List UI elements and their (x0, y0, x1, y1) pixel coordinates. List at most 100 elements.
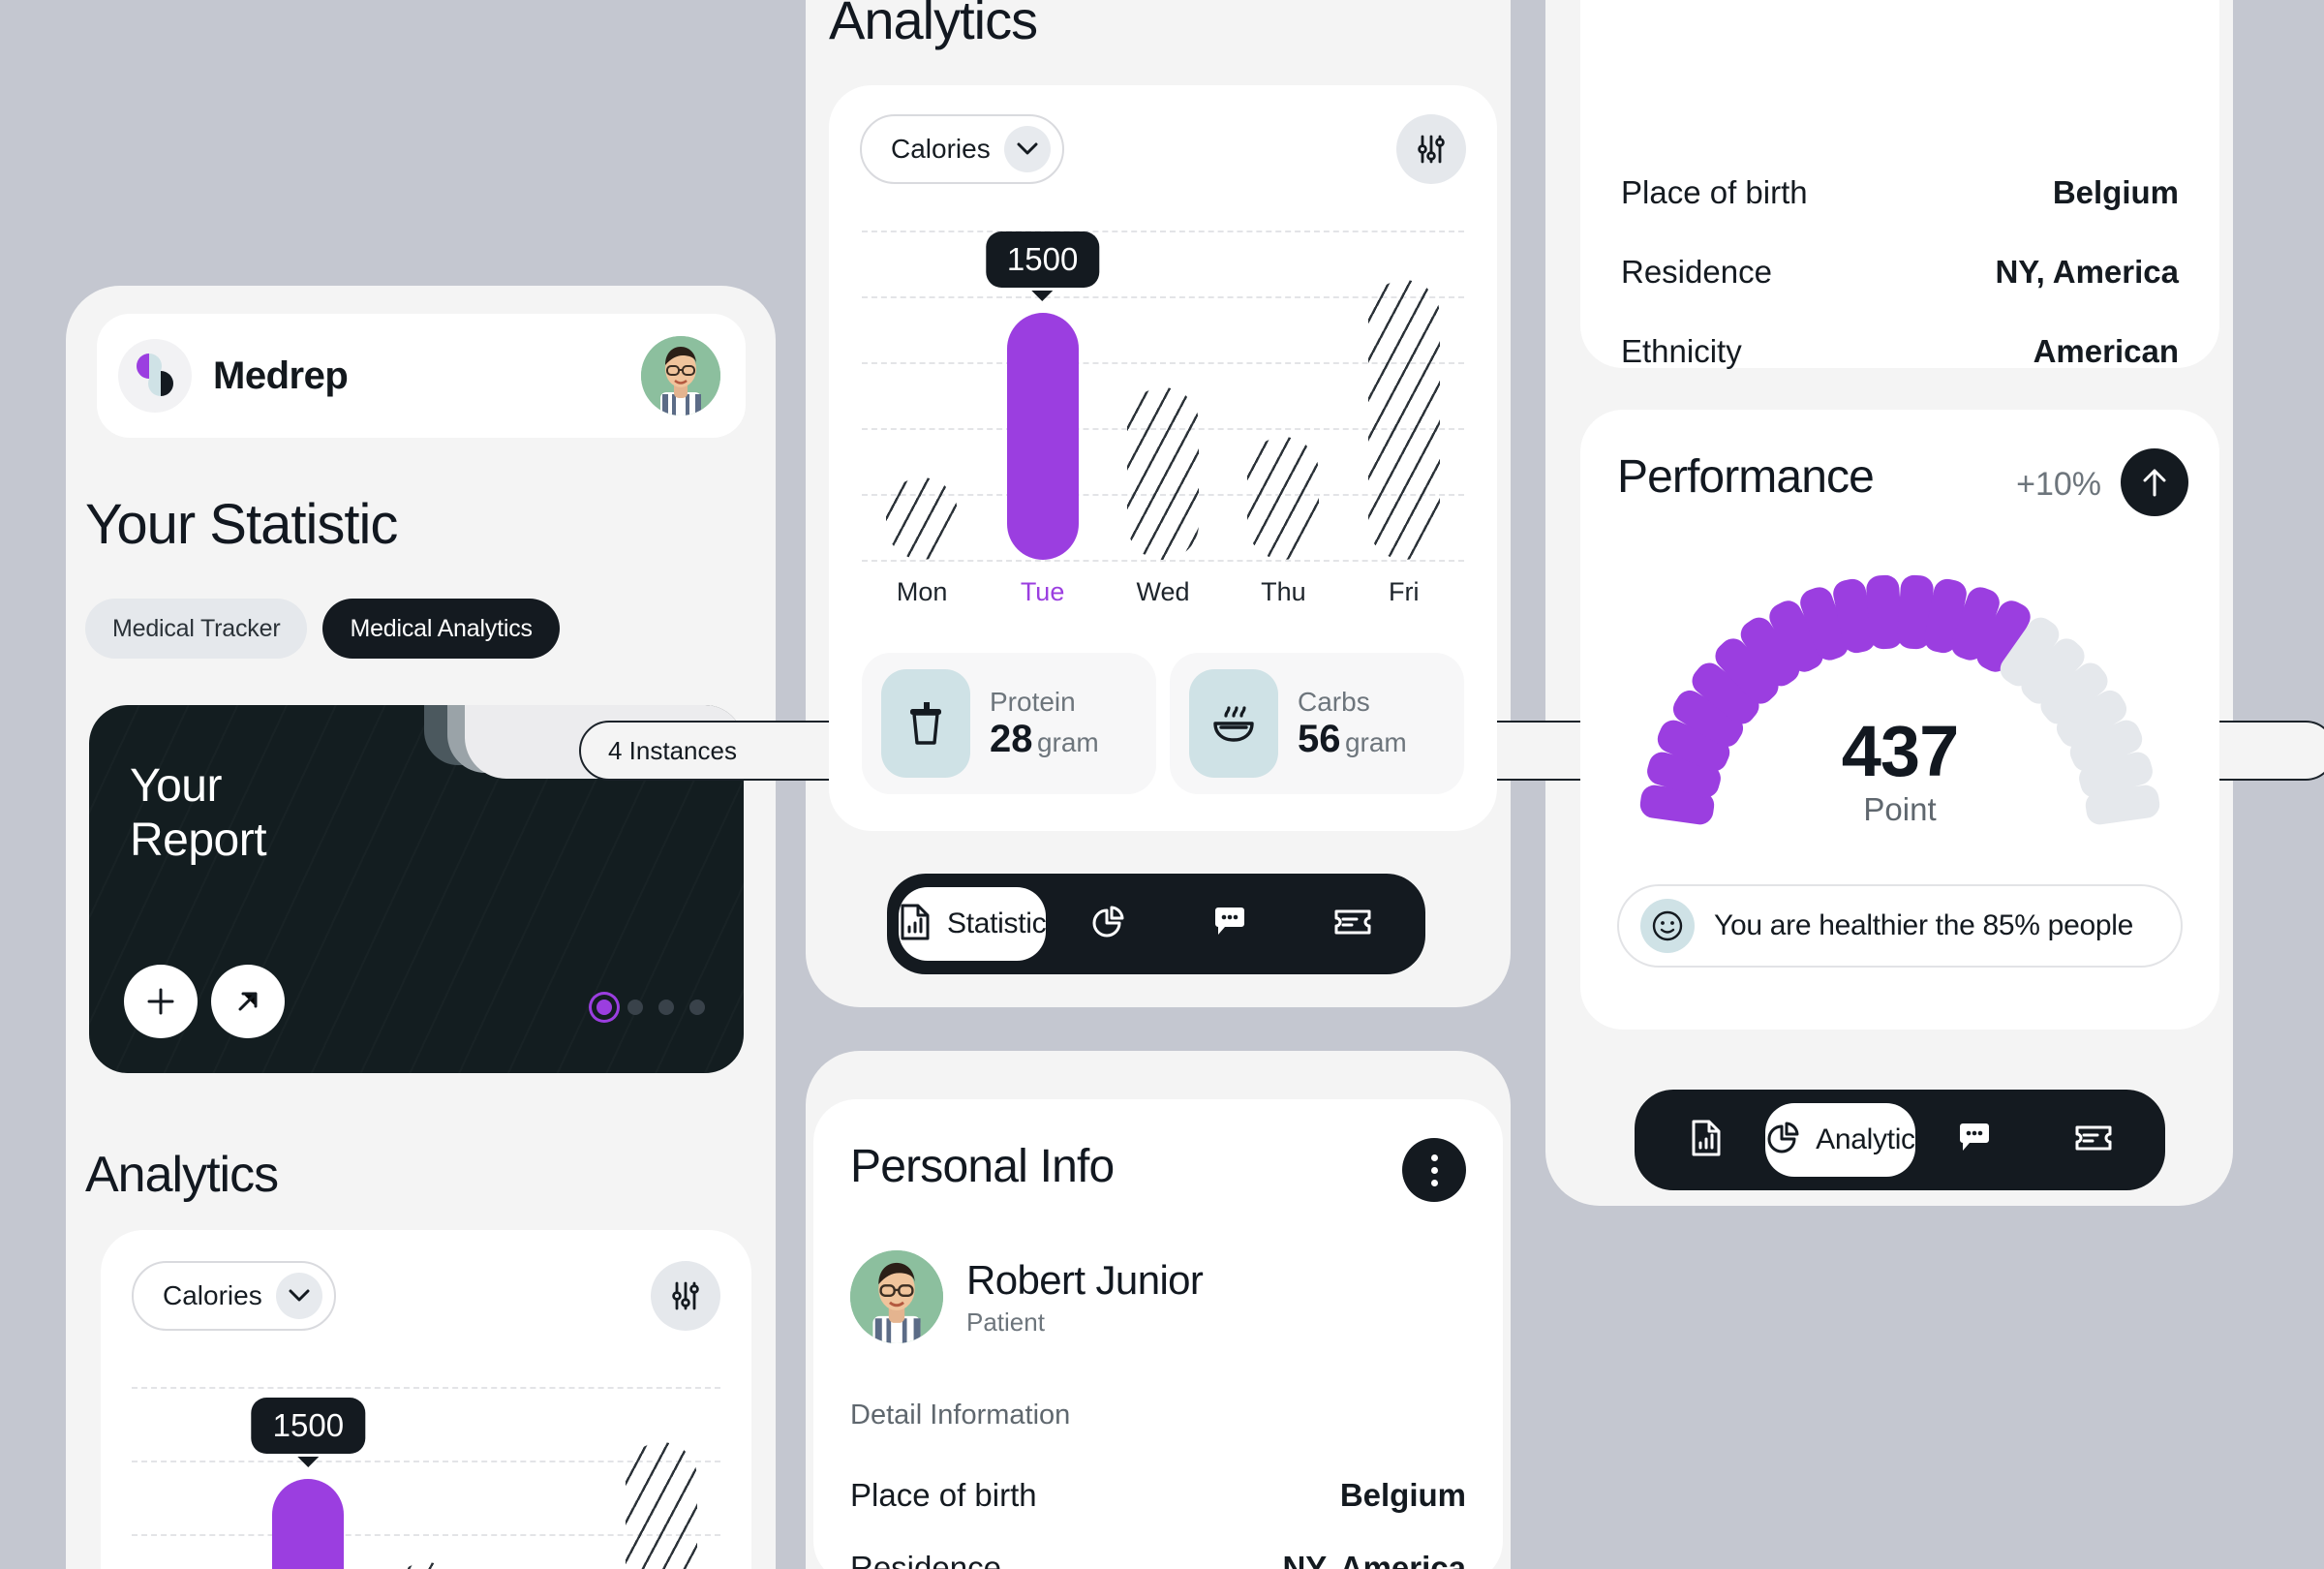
more-vertical-icon[interactable] (1402, 1138, 1466, 1202)
sliders-icon[interactable] (651, 1261, 720, 1331)
chart-bar-fri[interactable] (1367, 280, 1440, 560)
macro-name-protein: Protein (990, 686, 1076, 717)
detail-key: Residence (850, 1550, 1001, 1569)
metric-select-value-left: Calories (163, 1280, 262, 1310)
chart-bar-fri[interactable] (626, 1442, 698, 1569)
pagination-dot-4[interactable] (689, 1000, 705, 1015)
app-header: Medrep (97, 314, 746, 438)
add-report-button[interactable] (124, 965, 198, 1038)
avatar[interactable] (641, 336, 720, 415)
detail-value: American (2033, 333, 2179, 369)
pagination-dot-3[interactable] (658, 1000, 674, 1015)
chart-x-label-wed: Wed (1136, 577, 1190, 606)
chart-gridline (862, 560, 1464, 562)
chevron-down-icon (1003, 126, 1051, 172)
patient-identity: Robert Junior Patient (850, 1250, 1204, 1343)
detail-key: Ethnicity (1621, 333, 1742, 369)
analytics-chart-card-middle: Calories 1500 Mon Tue Wed Thu Fri (829, 85, 1497, 831)
chart-x-label-mon: Mon (896, 577, 948, 606)
drink-cup-icon (881, 669, 970, 778)
chat-bubble-icon (1211, 906, 1248, 943)
pagination-dot-2[interactable] (627, 1000, 643, 1015)
tab-medical-analytics[interactable]: Medical Analytics (322, 599, 560, 659)
macro-card-protein[interactable]: Protein 28 gram (862, 653, 1156, 794)
nav-statistic[interactable]: Statistic (899, 887, 1047, 961)
analytics-title-middle: Analytics (829, 0, 1038, 50)
chart-gridline (862, 231, 1464, 232)
chart-bar-thu[interactable] (1247, 436, 1320, 560)
medrep-logo-icon (118, 339, 192, 413)
document-chart-icon (1690, 1120, 1723, 1161)
detail-information-label: Detail Information (850, 1400, 1071, 1431)
detail-key: Place of birth (1621, 174, 1808, 210)
ticket-icon (2074, 1123, 2113, 1157)
chart-bar-tue[interactable] (272, 1479, 345, 1569)
report-actions (124, 965, 285, 1038)
chart-x-label-thu: Thu (1261, 577, 1306, 606)
analytics-chart-card-left: Calories 1500 (101, 1230, 751, 1569)
report-title-line1: Your (130, 760, 222, 812)
patient-name: Robert Junior (966, 1256, 1204, 1303)
sliders-icon[interactable] (1396, 114, 1466, 184)
avatar[interactable] (850, 1250, 943, 1343)
nav-statistic[interactable] (1646, 1103, 1765, 1177)
nav-analytic-label: Analytic (1816, 1123, 1915, 1155)
statistic-tabs: Medical Tracker Medical Analytics (85, 599, 560, 659)
chat-bubble-icon (1956, 1122, 1993, 1159)
nav-chat[interactable] (1915, 1103, 2034, 1177)
brand-name: Medrep (213, 354, 349, 397)
patient-details-card: Place of birth Belgium Residence NY, Ame… (1580, 0, 2219, 477)
chart-gridline (132, 1534, 720, 1536)
nav-statistic-label: Statistic (947, 908, 1047, 939)
detail-value: NY, America (1995, 254, 2179, 290)
tab-medical-tracker[interactable]: Medical Tracker (85, 599, 308, 659)
chart-header-left: Calories (132, 1261, 720, 1331)
report-pagination[interactable] (596, 1000, 705, 1015)
chart-gridline (862, 296, 1464, 298)
nav-ticket[interactable] (2034, 1103, 2154, 1177)
detail-key: Place of birth (850, 1477, 1037, 1513)
chart-gridline (132, 1461, 720, 1462)
health-message-text: You are healthier the 85% people (1714, 909, 2133, 941)
detail-value: Belgium (1339, 1477, 1466, 1513)
arrow-up-icon[interactable] (2121, 448, 2188, 516)
open-report-button[interactable] (211, 965, 285, 1038)
chart-gridline (132, 1387, 720, 1389)
performance-card: Performance +10% 437 Point You are healt… (1580, 410, 2219, 1030)
macro-unit-protein: gram (1036, 726, 1099, 757)
chart-bar-wed[interactable] (1127, 386, 1199, 560)
document-chart-icon (899, 904, 932, 945)
chart-value-tooltip: 1500 (985, 231, 1100, 288)
chart-bar-mon[interactable] (886, 477, 959, 560)
macro-name-carbs: Carbs (1298, 686, 1370, 717)
chart-gridline (862, 362, 1464, 364)
patient-role: Patient (966, 1307, 1045, 1337)
bottom-navigation-middle: Statistic (887, 874, 1425, 974)
performance-unit: Point (1863, 791, 1937, 827)
chart-value-tooltip: 1500 (251, 1398, 366, 1454)
detail-value: Belgium (2052, 174, 2179, 210)
nav-ticket[interactable] (1291, 887, 1414, 961)
detail-row-residence: Residence NY, America (850, 1550, 1466, 1569)
metric-select-value-middle: Calories (891, 134, 991, 164)
chart-bar-tue[interactable] (1006, 313, 1079, 560)
macro-card-carbs[interactable]: Carbs 56 gram (1170, 653, 1464, 794)
metric-select-left[interactable]: Calories (132, 1261, 336, 1331)
nav-pie[interactable] (1046, 887, 1169, 961)
soup-bowl-icon (1189, 669, 1278, 778)
chart-x-label-fri: Fri (1389, 577, 1420, 606)
bottom-navigation-right: Analytic (1635, 1090, 2165, 1190)
bar-chart-left: 1500 (132, 1387, 720, 1569)
nav-chat[interactable] (1169, 887, 1292, 961)
macro-unit-carbs: gram (1344, 726, 1407, 757)
chart-bar-wed[interactable] (390, 1561, 462, 1569)
detail-row-residence: Residence NY, America (1621, 254, 2179, 291)
analytics-title-left: Analytics (85, 1147, 279, 1203)
pagination-dot-1[interactable] (596, 1000, 612, 1015)
health-message-bar: You are healthier the 85% people (1617, 884, 2183, 968)
report-title-line2: Report (130, 814, 267, 866)
detail-key: Residence (1621, 254, 1772, 290)
nav-analytic[interactable]: Analytic (1765, 1103, 1915, 1177)
metric-select-middle[interactable]: Calories (860, 114, 1064, 184)
report-title: Your Report (130, 759, 420, 867)
